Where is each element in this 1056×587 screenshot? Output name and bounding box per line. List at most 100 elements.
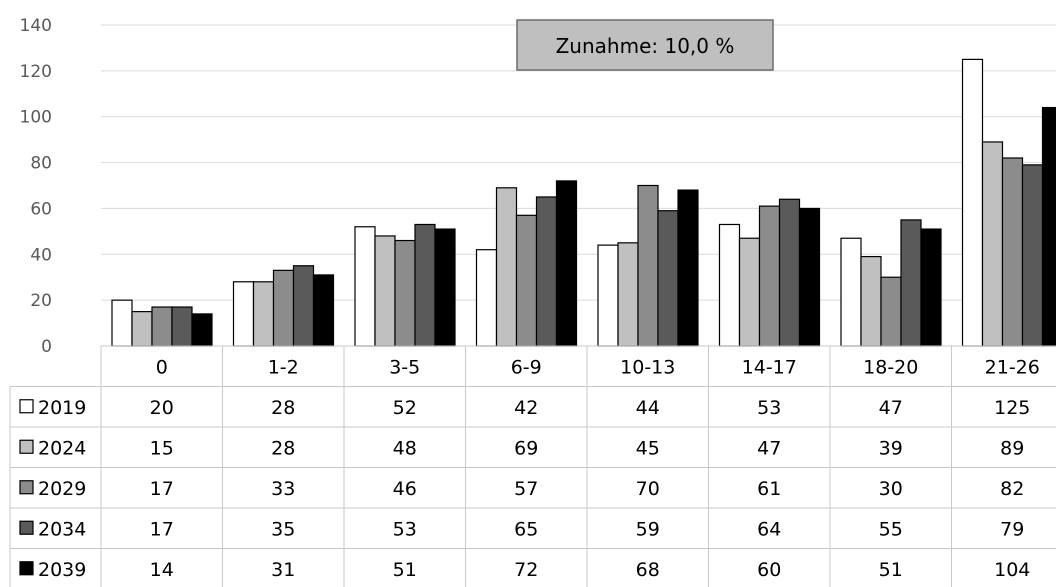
table-cell: 57 xyxy=(514,478,538,500)
legend-swatch-2039 xyxy=(19,561,34,576)
y-tick-label: 60 xyxy=(30,199,52,219)
bar-2019-1-2 xyxy=(232,281,255,347)
data-table: 0 1-2 3-5 6-9 10-13 14-17 18-20 21-26 2019 20 28 52… xyxy=(9,345,1056,587)
bar-2024-1-2 xyxy=(252,281,275,347)
bar-2024-21-26 xyxy=(981,141,1004,347)
series-label: 2034 xyxy=(38,518,86,540)
bar-2029-18-20 xyxy=(880,276,902,347)
bar-2039-6-9 xyxy=(555,180,578,347)
category-label: 3-5 xyxy=(389,356,420,378)
category-label: 0 xyxy=(156,356,168,378)
bar-2039-10-13 xyxy=(677,189,699,347)
series-label: 2024 xyxy=(38,437,86,459)
annotation-text: Zunahme: 10,0 % xyxy=(556,34,735,58)
table-cell: 69 xyxy=(514,437,538,459)
table-cell: 51 xyxy=(879,559,903,581)
y-tick-label: 120 xyxy=(20,62,52,82)
bar-2024-14-17 xyxy=(738,237,761,347)
table-cell: 65 xyxy=(514,518,538,540)
table-cell: 104 xyxy=(994,559,1030,581)
bar-2024-6-9 xyxy=(495,187,518,347)
table-cell: 28 xyxy=(271,437,295,459)
y-tick-label: 100 xyxy=(20,108,52,128)
table-cell: 15 xyxy=(150,437,174,459)
category-label: 21-26 xyxy=(985,356,1040,378)
gridlines xyxy=(101,24,1056,301)
table-cell: 79 xyxy=(1000,518,1024,540)
table-cell: 17 xyxy=(150,518,174,540)
bar-2039-3-5 xyxy=(434,228,456,347)
bars xyxy=(111,58,1056,347)
table-cell: 17 xyxy=(150,478,174,500)
table-cell: 44 xyxy=(636,397,660,419)
annotation-box: Zunahme: 10,0 % xyxy=(516,19,774,71)
bar-2039-14-17 xyxy=(798,207,821,347)
table-cell: 47 xyxy=(879,397,903,419)
legend-swatch-2029 xyxy=(19,480,34,495)
table-cell: 89 xyxy=(1000,437,1024,459)
legend-swatch-2019 xyxy=(19,399,34,414)
category-label: 6-9 xyxy=(511,356,542,378)
series-label: 2029 xyxy=(38,478,86,500)
table-cell: 52 xyxy=(393,397,417,419)
bar-2039-21-26 xyxy=(1041,106,1056,347)
y-axis: 0 20 40 60 80 100 120 140 xyxy=(20,16,52,357)
bar-2029-0 xyxy=(151,306,173,347)
legend-swatch-2034 xyxy=(19,520,34,535)
table-cell: 72 xyxy=(514,559,538,581)
table-cell: 64 xyxy=(757,518,781,540)
bar-2034-10-13 xyxy=(657,210,679,347)
bar-2034-3-5 xyxy=(414,223,436,347)
bar-2029-10-13 xyxy=(637,184,659,347)
bar-2024-10-13 xyxy=(617,242,639,347)
y-tick-label: 20 xyxy=(30,291,52,311)
bar-2019-0 xyxy=(111,299,133,347)
table-cell: 45 xyxy=(636,437,660,459)
table-cell: 51 xyxy=(393,559,417,581)
series-label: 2039 xyxy=(38,559,86,581)
bar-2029-21-26 xyxy=(1001,157,1024,347)
category-label: 14-17 xyxy=(742,356,797,378)
table-cell: 59 xyxy=(636,518,660,540)
category-label: 18-20 xyxy=(863,356,918,378)
category-label: 1-2 xyxy=(268,356,299,378)
bar-2029-1-2 xyxy=(272,269,295,347)
bar-2019-3-5 xyxy=(354,226,376,347)
table-cell: 42 xyxy=(514,397,538,419)
bar-2034-18-20 xyxy=(900,219,922,347)
bar-2024-18-20 xyxy=(860,255,882,347)
table-cell: 33 xyxy=(271,478,295,500)
bar-2019-21-26 xyxy=(961,58,984,347)
bar-2034-6-9 xyxy=(535,196,558,347)
table-cell: 60 xyxy=(757,559,781,581)
bar-2024-3-5 xyxy=(374,235,396,347)
table-cell: 125 xyxy=(994,397,1030,419)
bar-2024-0 xyxy=(131,311,153,347)
bar-2029-6-9 xyxy=(515,214,538,347)
bar-2029-14-17 xyxy=(758,205,781,347)
bar-2039-18-20 xyxy=(920,228,942,347)
table-cell: 53 xyxy=(393,518,417,540)
bar-2019-10-13 xyxy=(597,244,619,347)
table-cell: 14 xyxy=(150,559,174,581)
bar-2034-0 xyxy=(171,306,193,347)
bar-2019-18-20 xyxy=(840,237,862,347)
table-cell: 82 xyxy=(1000,478,1024,500)
bar-2034-21-26 xyxy=(1021,164,1044,347)
legend-swatch-2024 xyxy=(19,439,34,454)
y-tick-label: 80 xyxy=(30,154,52,174)
table-cell: 68 xyxy=(636,559,660,581)
table-cell: 70 xyxy=(636,478,660,500)
table-cell: 28 xyxy=(271,397,295,419)
table-cell: 55 xyxy=(879,518,903,540)
table-cell: 20 xyxy=(150,397,174,419)
table-cell: 48 xyxy=(393,437,417,459)
y-tick-label: 0 xyxy=(41,337,52,357)
bar-2019-14-17 xyxy=(718,223,741,347)
bar-2039-1-2 xyxy=(312,274,335,347)
bar-2039-0 xyxy=(191,313,213,347)
table-cell: 53 xyxy=(757,397,781,419)
series-label: 2019 xyxy=(38,397,86,419)
category-label: 10-13 xyxy=(620,356,675,378)
